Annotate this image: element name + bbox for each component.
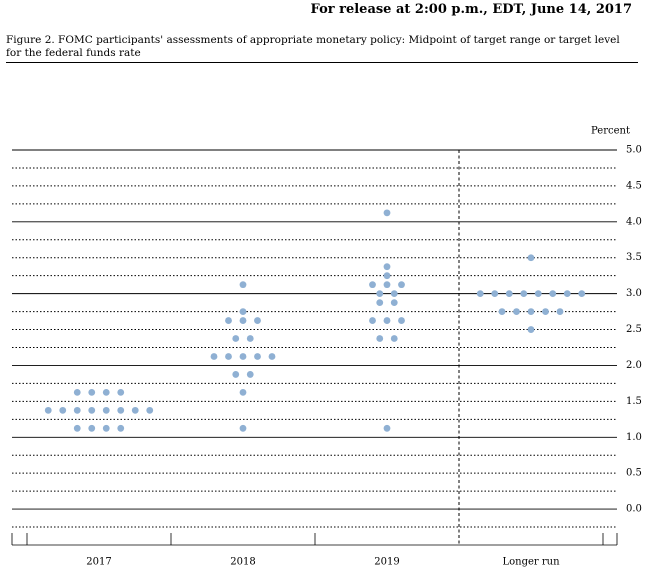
dot	[239, 308, 247, 315]
y-tick-label: 3.5	[626, 252, 642, 263]
dot	[102, 388, 110, 396]
dot	[376, 299, 384, 307]
dot	[88, 406, 96, 414]
dot	[563, 290, 571, 298]
dot	[225, 317, 232, 324]
dot	[383, 209, 391, 217]
dot	[59, 406, 67, 414]
dot	[491, 290, 499, 298]
dot	[239, 388, 247, 396]
dot	[117, 406, 125, 414]
x-tick-label: 2019	[374, 557, 399, 568]
release-header: For release at 2:00 p.m., EDT, June 14, …	[310, 2, 632, 17]
dot	[505, 290, 513, 298]
dot	[498, 308, 506, 315]
dot	[398, 281, 405, 289]
y-tick-label: 4.0	[626, 216, 642, 227]
dot	[210, 353, 218, 360]
dot	[513, 308, 520, 315]
dot	[73, 388, 81, 396]
dot	[527, 308, 535, 315]
dot	[232, 335, 240, 342]
y-tick-label: 5.0	[626, 145, 642, 156]
dot	[390, 299, 398, 307]
dot	[131, 406, 139, 414]
dot	[117, 424, 125, 432]
dot	[527, 326, 535, 333]
dot	[88, 424, 96, 432]
y-tick-label: 0.0	[626, 504, 642, 515]
y-tick-label: 1.5	[626, 396, 642, 407]
dot	[476, 290, 484, 298]
y-tick-label: 4.5	[626, 180, 642, 191]
dot	[246, 371, 254, 378]
x-tick-label: 2018	[230, 557, 255, 568]
dot	[376, 335, 384, 342]
dot	[254, 317, 261, 324]
dot	[527, 254, 535, 262]
dot	[549, 290, 557, 298]
dot	[376, 290, 384, 298]
dot	[383, 424, 391, 432]
y-tick-label: 2.5	[626, 324, 642, 335]
dot	[520, 290, 528, 298]
dot	[73, 424, 81, 432]
dot	[268, 353, 276, 360]
dot	[239, 281, 247, 289]
dot	[254, 353, 261, 360]
chart-title: Figure 2. FOMC participants' assessments…	[6, 34, 638, 63]
dot	[44, 406, 52, 414]
y-tick-label: 3.0	[626, 288, 642, 299]
dot	[390, 335, 398, 342]
dot	[369, 317, 376, 324]
dot	[232, 371, 240, 378]
dot	[369, 281, 376, 289]
dot	[102, 424, 110, 432]
dot	[117, 388, 125, 396]
dot	[383, 263, 391, 271]
y-tick-label: 2.0	[626, 360, 642, 371]
dot	[383, 272, 391, 280]
dot	[225, 353, 232, 360]
dot	[534, 290, 542, 298]
dot	[390, 290, 398, 298]
y-tick-label: 0.5	[626, 468, 642, 479]
dot	[73, 406, 81, 414]
dot	[102, 406, 110, 414]
x-tick-label: 2017	[86, 557, 111, 568]
dot	[239, 424, 247, 432]
dot	[556, 308, 564, 315]
dot	[146, 406, 154, 414]
dot	[239, 353, 247, 360]
y-tick-label: 1.0	[626, 432, 642, 443]
dot	[383, 281, 391, 289]
dot	[239, 317, 247, 324]
dot	[88, 388, 96, 396]
dot	[383, 317, 391, 324]
dot	[246, 335, 254, 342]
x-tick-label: Longer run	[502, 557, 560, 568]
dot	[578, 290, 586, 298]
y-axis-label: Percent	[591, 126, 630, 137]
dot	[542, 308, 549, 315]
dot	[398, 317, 405, 324]
